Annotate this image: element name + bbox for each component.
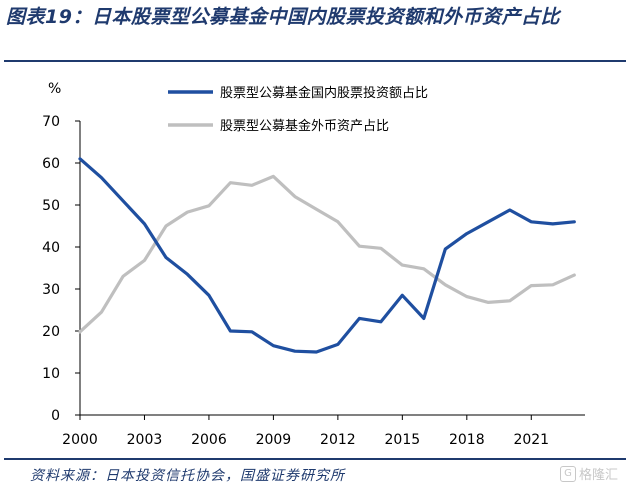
y-tick-label: 50 <box>42 198 60 214</box>
footer-divider <box>4 458 626 460</box>
x-tick-label: 2006 <box>191 432 227 448</box>
x-tick-label: 2012 <box>320 432 356 448</box>
y-tick-label: 70 <box>42 114 60 130</box>
legend-item-domestic-stocks-label: 股票型公募基金国内股票投资额占比 <box>220 85 428 101</box>
x-tick-label: 2009 <box>256 432 292 448</box>
chart-axes: % 0 10 20 30 40 50 60 70 2000 2003 2006 2009 2012 2015… <box>42 81 585 448</box>
x-tick-label: 2000 <box>62 432 98 448</box>
y-tick-label: 60 <box>42 156 60 172</box>
x-tick-label: 2015 <box>385 432 421 448</box>
chart-title: 图表19：日本股票型公募基金中国内股票投资额和外币资产占比 <box>6 6 560 28</box>
y-tick-label: 0 <box>51 408 60 424</box>
y-tick-label: 40 <box>42 240 60 256</box>
source-note: 资料来源：日本投资信托协会，国盛证券研究所 <box>30 468 345 484</box>
series-line-foreign-assets <box>78 174 576 334</box>
legend-item-foreign-assets-label: 股票型公募基金外币资产占比 <box>220 118 389 134</box>
chart-series <box>78 157 576 354</box>
watermark-logo-icon: G <box>560 465 576 482</box>
title-divider <box>4 60 626 62</box>
x-tick-label: 2021 <box>513 432 549 448</box>
y-unit-label: % <box>48 81 61 97</box>
series-line-domestic-stocks <box>78 157 576 354</box>
x-tick-label: 2018 <box>449 432 485 448</box>
watermark: G 格隆汇 <box>560 464 618 483</box>
y-tick-label: 20 <box>42 324 60 340</box>
y-tick-label: 10 <box>42 366 60 382</box>
watermark-text: 格隆汇 <box>579 468 619 483</box>
y-tick-label: 30 <box>42 282 60 298</box>
x-tick-label: 2003 <box>127 432 163 448</box>
